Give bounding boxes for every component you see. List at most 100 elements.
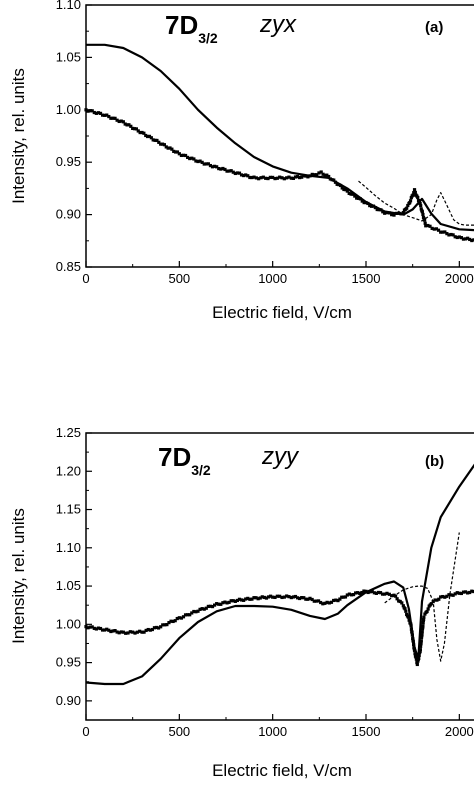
experiment-point <box>181 615 186 619</box>
experiment-point <box>175 150 180 154</box>
experiment-point <box>395 597 399 601</box>
experiment-point <box>173 619 177 623</box>
y-tick-label: 1.15 <box>56 502 81 517</box>
experiment-point <box>368 204 372 208</box>
experiment-point <box>472 238 474 242</box>
x-tick-label: 1000 <box>258 724 287 739</box>
experiment-point <box>436 228 441 232</box>
experiment-point <box>334 598 338 602</box>
experiment-point <box>411 193 415 197</box>
experiment-point <box>466 591 470 595</box>
experiment-point <box>426 607 430 611</box>
experiment-point <box>117 631 121 635</box>
experiment-point <box>254 176 258 180</box>
experiment-point <box>327 601 331 605</box>
experiment-point <box>155 138 159 143</box>
experiment-point <box>376 590 381 595</box>
experiment-point <box>282 177 286 181</box>
experiment-point <box>383 211 387 215</box>
experiment-point <box>115 118 119 122</box>
experiment-point <box>262 595 266 600</box>
experiment-point <box>242 598 246 602</box>
experiment-point <box>393 594 398 598</box>
experiment-point <box>428 224 432 228</box>
experiment-point <box>273 177 277 181</box>
experiment-point <box>349 593 354 597</box>
experiment-point <box>280 595 284 600</box>
experiment-point <box>92 626 96 630</box>
experiment-point <box>148 628 152 632</box>
experiment-point <box>196 159 200 164</box>
experiment-point <box>266 176 270 181</box>
experiment-point <box>315 173 319 177</box>
experiment-point <box>441 230 445 234</box>
experiment-point <box>273 595 277 600</box>
experiment-point <box>131 630 135 634</box>
experiment-point <box>142 630 146 634</box>
experiment-point <box>419 204 423 208</box>
experiment-point <box>282 595 286 599</box>
experiment-point <box>430 226 434 230</box>
experiment-point <box>125 123 129 127</box>
experiment-point <box>174 150 178 154</box>
experiment-point <box>323 601 327 605</box>
experiment-point <box>321 602 325 606</box>
experiment-point <box>146 134 150 139</box>
experiment-point <box>457 591 461 595</box>
y-tick-label: 0.90 <box>56 207 81 222</box>
experiment-point <box>406 203 410 208</box>
experiment-point <box>190 156 194 160</box>
experiment-point <box>310 597 314 602</box>
experiment-point <box>407 618 411 622</box>
experiment-point <box>355 196 359 200</box>
y-tick-label: 1.00 <box>56 616 81 631</box>
experiment-point <box>312 599 316 603</box>
experiment-point <box>235 171 240 175</box>
experiment-point <box>115 630 119 634</box>
experiment-point <box>300 595 304 600</box>
experiment-point <box>186 613 190 617</box>
experiment-point <box>166 146 170 150</box>
panel-tag-b: (b) <box>425 453 444 470</box>
experiment-point <box>183 153 188 158</box>
ticks-b: 0 500 1000 1500 2000 0.90 0.95 1.00 1.05 1.10 1.15… <box>56 425 474 739</box>
experiment-point <box>111 629 115 633</box>
experiment-point <box>242 173 246 178</box>
experiment-point <box>420 210 424 214</box>
experiment-point <box>98 626 103 631</box>
series-b <box>84 463 474 686</box>
experiment-point <box>177 152 181 156</box>
y-tick-label: 0.90 <box>56 693 81 708</box>
experiment-point <box>202 607 206 611</box>
theory-solid-line <box>86 43 474 232</box>
experiment-point <box>403 607 407 611</box>
experiment-point <box>231 170 235 174</box>
experiment-point <box>260 595 264 599</box>
experiment-point <box>451 233 455 237</box>
y-tick-label: 1.25 <box>56 425 81 440</box>
experiment-point <box>306 175 310 179</box>
experiment-point <box>418 201 422 206</box>
experiment-point <box>165 623 169 627</box>
experiment-point <box>457 235 461 239</box>
experiment-point <box>298 176 302 180</box>
experiment-point <box>121 120 125 124</box>
experiment-point <box>319 600 323 605</box>
experiment-point <box>385 591 389 595</box>
x-tick-label: 500 <box>168 724 190 739</box>
experiment-point <box>266 595 271 599</box>
experiment-point <box>198 159 202 163</box>
experiment-point <box>419 635 424 640</box>
experiment-point <box>447 593 451 597</box>
experiment-point <box>302 596 306 600</box>
experiment-point <box>383 592 387 596</box>
experiment-point <box>344 188 348 192</box>
experiment-point <box>151 138 155 142</box>
experiment-point <box>105 627 109 631</box>
experiment-point <box>418 649 422 653</box>
experiment-point <box>439 230 443 234</box>
experiment-point <box>351 192 355 196</box>
experiment-point <box>278 175 282 179</box>
experiment-point <box>419 644 423 648</box>
experiment-point <box>153 138 157 142</box>
